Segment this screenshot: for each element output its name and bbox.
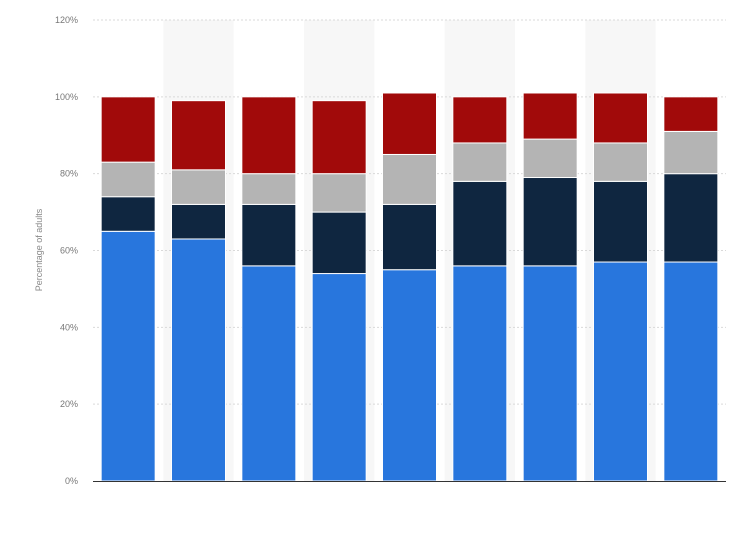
bars-group — [100, 92, 719, 482]
bar-segment-2-series-1[interactable] — [241, 203, 297, 267]
bar-segment-4-series-0[interactable] — [382, 269, 437, 482]
bar-segment-7-series-0[interactable] — [593, 261, 648, 482]
bar-segment-8-series-3[interactable] — [663, 96, 719, 132]
y-tick-label: 60% — [60, 246, 78, 256]
bar-segment-1-series-2[interactable] — [171, 169, 226, 205]
y-axis-title: Percentage of adults — [34, 208, 44, 291]
bar-segment-0-series-1[interactable] — [100, 196, 156, 232]
bar-segment-3-series-2[interactable] — [311, 173, 367, 213]
bar-segment-0-series-0[interactable] — [100, 230, 156, 482]
bar-segment-4-series-3[interactable] — [382, 92, 437, 155]
y-tick-label: 40% — [60, 322, 78, 332]
bar-segment-5-series-2[interactable] — [452, 142, 508, 182]
bar-segment-8-series-2[interactable] — [663, 130, 719, 175]
bar-segment-2-series-2[interactable] — [241, 173, 297, 205]
bar-segment-8-series-0[interactable] — [663, 261, 719, 482]
y-tick-labels: 0% 20% 40% 60% 80% 100% 120% — [55, 15, 78, 486]
bar-segment-5-series-3[interactable] — [452, 96, 508, 144]
bar-segment-0-series-3[interactable] — [100, 96, 156, 163]
bar-segment-5-series-1[interactable] — [452, 180, 508, 267]
bar-segment-6-series-3[interactable] — [522, 92, 578, 140]
bar-segment-1-series-3[interactable] — [171, 100, 226, 171]
bar-segment-4-series-1[interactable] — [382, 203, 437, 271]
bar-segment-6-series-1[interactable] — [522, 177, 578, 267]
y-tick-label: 100% — [55, 92, 78, 102]
y-tick-label: 0% — [65, 476, 78, 486]
bar-segment-0-series-2[interactable] — [100, 161, 156, 198]
bar-segment-8-series-1[interactable] — [663, 173, 719, 263]
y-tick-label: 20% — [60, 399, 78, 409]
bar-segment-2-series-0[interactable] — [241, 265, 297, 482]
bar-segment-1-series-1[interactable] — [171, 203, 226, 240]
bar-segment-1-series-0[interactable] — [171, 238, 226, 482]
bar-segment-5-series-0[interactable] — [452, 265, 508, 482]
bar-segment-3-series-1[interactable] — [311, 211, 367, 275]
y-tick-label: 80% — [60, 169, 78, 179]
bar-segment-6-series-0[interactable] — [522, 265, 578, 482]
bar-segment-7-series-2[interactable] — [593, 142, 648, 182]
y-tick-label: 120% — [55, 15, 78, 25]
bar-segment-7-series-3[interactable] — [593, 92, 648, 144]
bar-segment-2-series-3[interactable] — [241, 96, 297, 175]
bar-segment-3-series-0[interactable] — [311, 273, 367, 482]
bar-segment-3-series-3[interactable] — [311, 100, 367, 175]
bar-segment-4-series-2[interactable] — [382, 153, 437, 205]
bar-segment-7-series-1[interactable] — [593, 180, 648, 263]
bar-segment-6-series-2[interactable] — [522, 138, 578, 179]
